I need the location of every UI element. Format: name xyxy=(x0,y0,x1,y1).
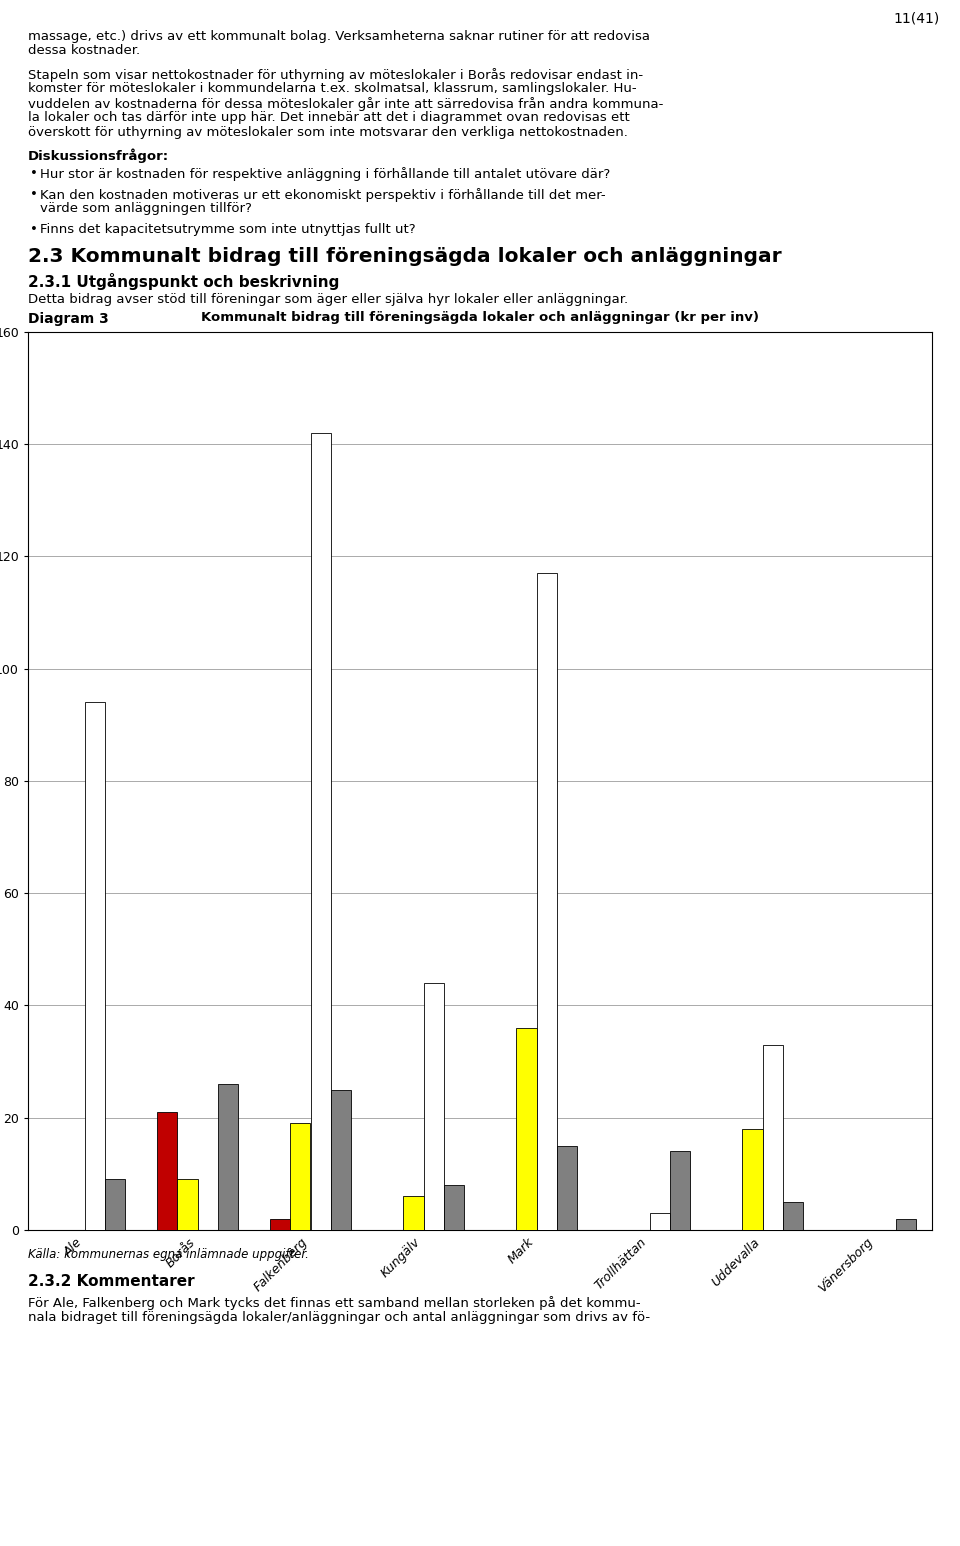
Text: 2.3.2 Kommentarer: 2.3.2 Kommentarer xyxy=(28,1274,195,1289)
Text: vuddelen av kostnaderna för dessa möteslokaler går inte att särredovisa från and: vuddelen av kostnaderna för dessa mötesl… xyxy=(28,97,663,111)
Text: Diagram 3: Diagram 3 xyxy=(28,312,108,326)
Title: Kommunalt bidrag till föreningsägda lokaler och anläggningar (kr per inv): Kommunalt bidrag till föreningsägda loka… xyxy=(201,311,759,323)
Bar xyxy=(782,1201,804,1231)
Text: Diskussionsfrågor:: Diskussionsfrågor: xyxy=(28,148,169,164)
Bar xyxy=(896,1218,916,1231)
Bar xyxy=(218,1084,238,1231)
Text: 2.3 Kommunalt bidrag till föreningsägda lokaler och anläggningar: 2.3 Kommunalt bidrag till föreningsägda … xyxy=(28,247,781,266)
Bar xyxy=(557,1146,577,1231)
Text: Hur stor är kostnaden för respektive anläggning i förhållande till antalet utöva: Hur stor är kostnaden för respektive anl… xyxy=(40,167,611,181)
Bar xyxy=(290,1124,310,1231)
Bar xyxy=(516,1028,537,1231)
Text: överskott för uthyrning av möteslokaler som inte motsvarar den verkliga nettokos: överskott för uthyrning av möteslokaler … xyxy=(28,125,628,139)
Text: la lokaler och tas därför inte upp här. Det innebär att det i diagrammet ovan re: la lokaler och tas därför inte upp här. … xyxy=(28,111,630,124)
Text: Detta bidrag avser stöd till föreningar som äger eller själva hyr lokaler eller : Detta bidrag avser stöd till föreningar … xyxy=(28,294,628,306)
Text: Stapeln som visar nettokostnader för uthyrning av möteslokaler i Borås redovisar: Stapeln som visar nettokostnader för uth… xyxy=(28,68,643,82)
Text: nala bidraget till föreningsägda lokaler/anläggningar och antal anläggningar som: nala bidraget till föreningsägda lokaler… xyxy=(28,1311,650,1323)
Bar xyxy=(537,574,557,1231)
Text: Finns det kapacitetsutrymme som inte utnyttjas fullt ut?: Finns det kapacitetsutrymme som inte utn… xyxy=(40,223,416,237)
Bar xyxy=(650,1214,670,1231)
Bar xyxy=(310,433,331,1231)
Bar xyxy=(331,1090,351,1231)
Bar xyxy=(156,1112,178,1231)
Text: 2.3.1 Utgångspunkt och beskrivning: 2.3.1 Utgångspunkt och beskrivning xyxy=(28,274,340,291)
Bar xyxy=(270,1218,290,1231)
Bar xyxy=(105,1180,125,1231)
Text: För Ale, Falkenberg och Mark tycks det finnas ett samband mellan storleken på de: För Ale, Falkenberg och Mark tycks det f… xyxy=(28,1296,640,1309)
Text: dessa kostnader.: dessa kostnader. xyxy=(28,45,140,57)
Text: •: • xyxy=(30,223,37,237)
Text: •: • xyxy=(30,167,37,181)
Bar xyxy=(84,702,105,1231)
Text: Källa: kommunernas egna inlämnade uppgifter.: Källa: kommunernas egna inlämnade uppgif… xyxy=(28,1248,309,1262)
Text: •: • xyxy=(30,189,37,201)
Text: komster för möteslokaler i kommundelarna t.ex. skolmatsal, klassrum, samlingslok: komster för möteslokaler i kommundelarna… xyxy=(28,82,636,96)
Bar xyxy=(178,1180,198,1231)
Text: Kan den kostnaden motiveras ur ett ekonomiskt perspektiv i förhållande till det : Kan den kostnaden motiveras ur ett ekono… xyxy=(40,189,606,203)
Bar xyxy=(444,1186,465,1231)
Bar xyxy=(423,983,444,1231)
Bar xyxy=(403,1197,423,1231)
Bar xyxy=(742,1129,762,1231)
Bar xyxy=(762,1045,782,1231)
Text: värde som anläggningen tillför?: värde som anläggningen tillför? xyxy=(40,203,252,215)
Text: massage, etc.) drivs av ett kommunalt bolag. Verksamheterna saknar rutiner för a: massage, etc.) drivs av ett kommunalt bo… xyxy=(28,29,650,43)
Text: 11(41): 11(41) xyxy=(894,12,940,26)
Bar xyxy=(670,1152,690,1231)
